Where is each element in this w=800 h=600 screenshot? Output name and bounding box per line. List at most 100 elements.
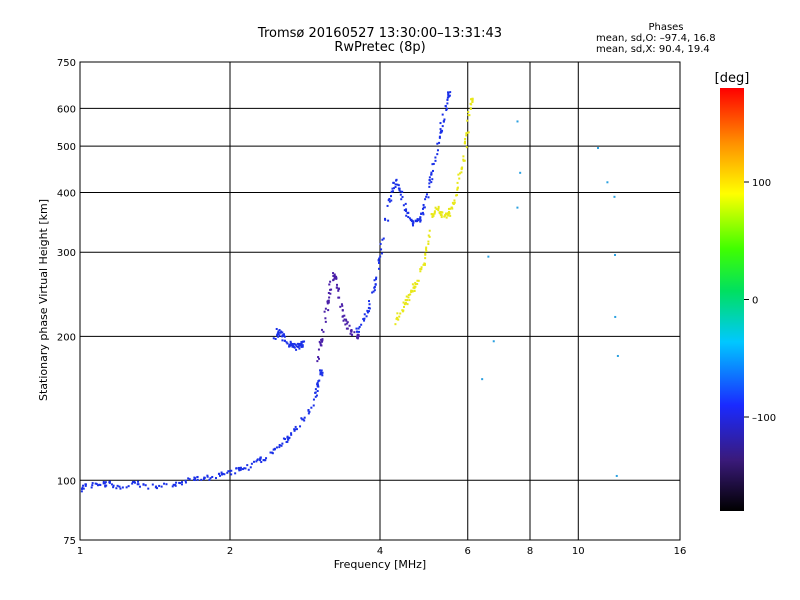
data-point <box>133 481 136 484</box>
data-point <box>188 478 191 481</box>
data-point <box>614 253 617 256</box>
data-point <box>436 149 439 152</box>
data-point <box>289 340 292 343</box>
data-point <box>160 485 163 488</box>
data-point <box>332 272 335 275</box>
data-point <box>335 283 338 286</box>
data-point <box>230 469 233 472</box>
data-point <box>235 467 238 470</box>
data-point <box>333 273 336 276</box>
data-point <box>468 114 471 117</box>
data-point <box>405 208 408 211</box>
data-point <box>456 181 459 184</box>
data-point <box>428 235 431 238</box>
data-point <box>450 206 453 209</box>
data-point <box>81 486 84 489</box>
data-point <box>297 345 300 348</box>
data-point <box>378 261 381 264</box>
data-point <box>416 283 419 286</box>
data-point <box>427 234 430 237</box>
data-point <box>406 303 409 306</box>
data-point <box>158 484 161 487</box>
data-point <box>431 163 434 166</box>
y-axis-label: Stationary phase Virtual Height [km] <box>37 199 50 401</box>
data-point <box>244 467 247 470</box>
data-point <box>299 344 302 347</box>
data-point <box>408 217 411 220</box>
data-point <box>460 166 463 169</box>
data-point <box>218 474 221 477</box>
data-point <box>453 201 456 204</box>
data-point <box>181 481 184 484</box>
data-point <box>184 479 187 482</box>
data-point <box>288 343 291 346</box>
data-point <box>443 118 446 121</box>
data-point <box>422 213 425 216</box>
data-point <box>288 436 291 439</box>
data-point <box>294 425 297 428</box>
data-point <box>437 209 440 212</box>
data-point <box>116 484 119 487</box>
data-point <box>285 341 288 344</box>
data-point <box>249 466 252 469</box>
data-point <box>358 325 361 328</box>
data-point <box>436 142 439 145</box>
data-point <box>466 131 469 134</box>
data-point <box>425 246 428 249</box>
data-point <box>440 216 443 219</box>
data-point <box>320 369 323 372</box>
data-point <box>317 356 320 359</box>
data-point <box>416 279 419 282</box>
data-point <box>356 336 359 339</box>
data-point <box>442 120 445 123</box>
data-point <box>112 484 115 487</box>
data-point <box>102 482 105 485</box>
data-point <box>471 97 474 100</box>
data-point <box>420 212 423 215</box>
data-point <box>462 158 465 161</box>
data-point <box>401 190 404 193</box>
plot-frame <box>79 61 681 541</box>
data-point <box>301 344 304 347</box>
data-point <box>374 283 377 286</box>
data-point <box>104 481 107 484</box>
data-point <box>449 91 452 94</box>
data-point <box>98 483 101 486</box>
data-point <box>616 354 619 357</box>
data-point <box>452 202 455 205</box>
data-point <box>445 109 448 112</box>
data-point <box>382 237 385 240</box>
data-point <box>255 460 258 463</box>
data-point <box>90 486 93 489</box>
data-point <box>84 484 87 487</box>
data-point <box>411 283 414 286</box>
data-point <box>435 208 438 211</box>
data-point <box>458 172 461 175</box>
data-point <box>317 385 320 388</box>
data-point <box>357 327 360 330</box>
data-point <box>431 215 434 218</box>
data-point <box>424 198 427 201</box>
data-point <box>402 204 405 207</box>
data-point <box>84 483 87 486</box>
data-point <box>436 153 439 156</box>
data-point <box>303 419 306 422</box>
data-point <box>373 279 376 282</box>
data-point <box>265 457 268 460</box>
data-point <box>422 203 425 206</box>
x-axis-label: Frequency [MHz] <box>334 558 426 571</box>
data-point <box>432 169 435 172</box>
data-point <box>397 184 400 187</box>
colorbar-tick-label: –100 <box>752 413 776 424</box>
data-point <box>327 301 330 304</box>
data-point <box>414 281 417 284</box>
data-point <box>272 337 275 340</box>
data-point <box>356 330 359 333</box>
data-point <box>437 205 440 208</box>
data-point <box>172 483 175 486</box>
data-point <box>428 176 431 179</box>
data-point <box>302 418 305 421</box>
data-point <box>332 274 335 277</box>
colorbar-tick-label: 100 <box>752 178 771 189</box>
data-point <box>329 292 332 295</box>
